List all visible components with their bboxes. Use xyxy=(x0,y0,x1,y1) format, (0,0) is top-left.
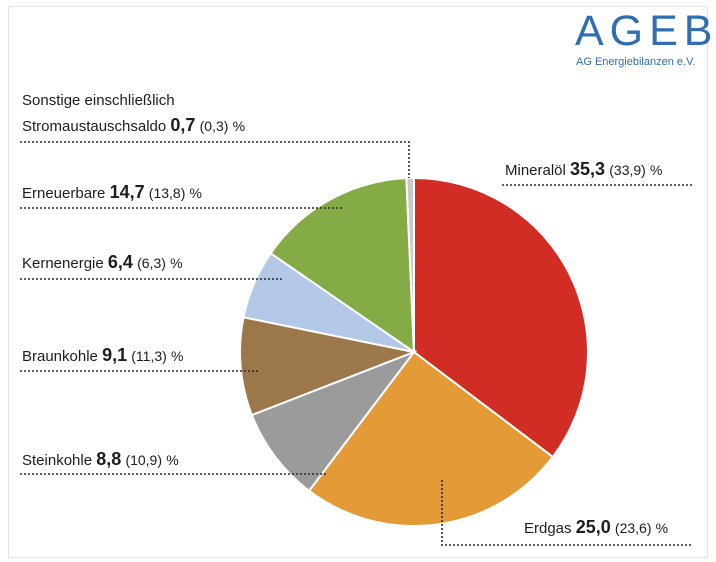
slice-label-unit: % xyxy=(232,118,246,134)
slice-label-name-line1: Sonstige einschließlich xyxy=(22,92,175,109)
slice-label-prev: (33,9) xyxy=(609,162,646,178)
pie-leader-erdgas xyxy=(441,480,692,546)
pie-slice-braunkohle xyxy=(239,316,418,417)
slice-label-kernenergie: Kernenergie 6,4 (6,3) % xyxy=(22,253,183,273)
pie-slices xyxy=(239,176,589,527)
slice-label-name: Kernenergie xyxy=(22,255,104,272)
slice-label-unit: % xyxy=(170,255,183,271)
slice-label-name: Erdgas xyxy=(524,520,572,537)
slice-label-unit: % xyxy=(650,162,663,178)
slice-label-erdgas: Erdgas 25,0 (23,6) % xyxy=(524,518,668,538)
slice-label-sonstige: Stromaustauschsaldo 0,7 (0,3) % xyxy=(22,116,245,136)
pie-slice-erneuerbare xyxy=(269,177,416,354)
pie-slice-sonstige xyxy=(405,176,415,353)
slice-label-unit: % xyxy=(655,520,669,536)
slice-label-name: Steinkohle xyxy=(22,452,93,469)
slice-label-prev: (11,3) xyxy=(131,348,167,364)
slice-label-value: 14,7 xyxy=(109,182,145,202)
slice-label-unit: % xyxy=(189,185,202,201)
slice-label-name: Braunkohle xyxy=(22,348,98,365)
slice-label-value: 9,1 xyxy=(102,345,128,365)
slice-label-value: 35,3 xyxy=(570,159,606,179)
slice-label-value: 25,0 xyxy=(575,517,611,537)
slice-label-value: 8,8 xyxy=(96,449,122,469)
slice-label-value: 6,4 xyxy=(107,252,133,272)
slice-label-steinkohle: Steinkohle 8,8 (10,9) % xyxy=(22,450,179,470)
slice-label-prev: (10,9) xyxy=(125,452,163,468)
pie-slice-erdgas xyxy=(307,350,555,527)
slice-label-unit: % xyxy=(170,348,184,364)
slice-label-unit: % xyxy=(166,452,179,468)
figure-border xyxy=(8,6,708,558)
slice-label-prev: (23,6) xyxy=(614,520,652,536)
slice-label-prev: (0,3) xyxy=(199,118,229,134)
leader-lines xyxy=(20,141,693,546)
slice-label-name: Erneuerbare xyxy=(22,185,106,202)
slice-label-mineraloel: Mineralöl 35,3 (33,9) % xyxy=(505,160,662,180)
slice-label-prev: (6,3) xyxy=(137,255,166,271)
slice-label-sonstige-line1: Sonstige einschließlich xyxy=(22,92,175,110)
slice-label-name: Stromaustauschsaldo xyxy=(22,118,167,135)
pie-slice-mineraloel xyxy=(413,176,589,459)
pie-leader-sonstige xyxy=(20,141,410,178)
pie-slice-steinkohle xyxy=(250,349,417,493)
slice-label-value: 0,7 xyxy=(170,115,196,135)
slice-label-name: Mineralöl xyxy=(505,162,566,179)
slice-label-erneuerbare: Erneuerbare 14,7 (13,8) % xyxy=(22,183,202,203)
ageb-logo: AGEB xyxy=(575,7,716,55)
slice-label-braunkohle: Braunkohle 9,1 (11,3) % xyxy=(22,346,183,366)
slice-label-prev: (13,8) xyxy=(148,185,186,201)
ageb-logo-subtitle: AG Energiebilanzen e.V. xyxy=(576,56,696,68)
